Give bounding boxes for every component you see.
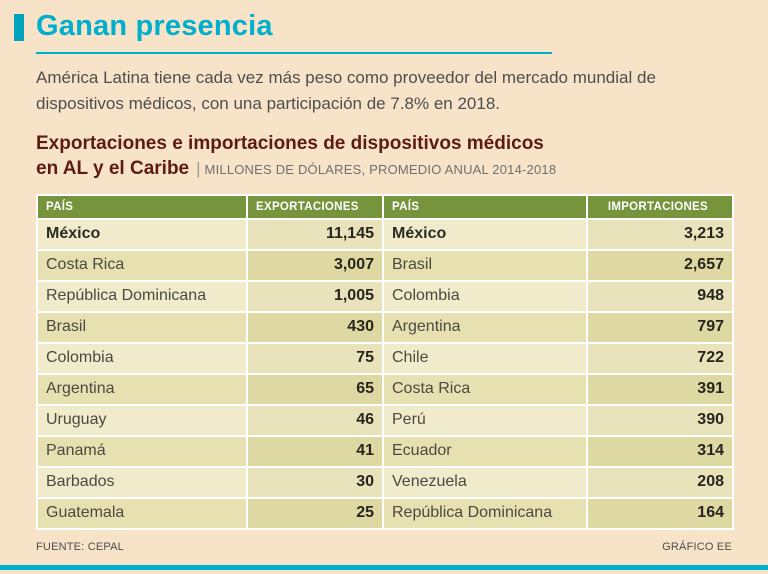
export-country-header: PAÍS xyxy=(36,193,248,220)
export-country-cell: México xyxy=(36,217,248,251)
export-value-cell: 41 xyxy=(246,434,384,468)
import-value-cell: 2,657 xyxy=(586,248,734,282)
import-value-cell: 164 xyxy=(586,496,734,530)
export-value-cell: 11,145 xyxy=(246,217,384,251)
export-value-cell: 65 xyxy=(246,372,384,406)
chart-title: Exportaciones e importaciones de disposi… xyxy=(36,131,732,181)
export-country-cell: Uruguay xyxy=(36,403,248,437)
import-value-cell: 391 xyxy=(586,372,734,406)
import-value-cell: 797 xyxy=(586,310,734,344)
import-country-cell: México xyxy=(382,217,588,251)
import-country-cell: Perú xyxy=(382,403,588,437)
table-header-row: PAÍS EXPORTACIONES PAÍS IMPORTACIONES xyxy=(36,193,734,220)
chart-heading: Exportaciones e importaciones de disposi… xyxy=(36,131,732,181)
footer: FUENTE: CEPAL GRÁFICO EE xyxy=(36,541,732,553)
table-row: Barbados 30 Venezuela 208 xyxy=(36,465,734,499)
import-value-header: IMPORTACIONES xyxy=(586,193,734,220)
import-value-cell: 722 xyxy=(586,341,734,375)
table-row: República Dominicana 1,005 Colombia 948 xyxy=(36,279,734,313)
export-country-cell: República Dominicana xyxy=(36,279,248,313)
export-country-cell: Colombia xyxy=(36,341,248,375)
intro-text: América Latina tiene cada vez más peso c… xyxy=(36,68,656,113)
import-country-cell: Colombia xyxy=(382,279,588,313)
table-row: Panamá 41 Ecuador 314 xyxy=(36,434,734,468)
chart-units-label: MILLONES DE DÓLARES, PROMEDIO ANUAL 2014… xyxy=(204,162,557,178)
import-country-cell: Venezuela xyxy=(382,465,588,499)
table-row: Argentina 65 Costa Rica 391 xyxy=(36,372,734,406)
export-value-cell: 3,007 xyxy=(246,248,384,282)
import-country-cell: Costa Rica xyxy=(382,372,588,406)
import-value-cell: 390 xyxy=(586,403,734,437)
credit-label: GRÁFICO EE xyxy=(662,540,732,553)
source-label: FUENTE: CEPAL xyxy=(36,540,124,553)
chart-title-line1: Exportaciones e importaciones de disposi… xyxy=(36,133,544,155)
export-value-cell: 30 xyxy=(246,465,384,499)
export-country-cell: Barbados xyxy=(36,465,248,499)
masthead: Ganan presencia xyxy=(14,10,732,43)
import-country-header: PAÍS xyxy=(382,193,588,220)
title-underline xyxy=(36,52,552,55)
import-country-cell: Ecuador xyxy=(382,434,588,468)
title-accent-bar xyxy=(14,14,24,41)
import-country-cell: Argentina xyxy=(382,310,588,344)
export-country-cell: Panamá xyxy=(36,434,248,468)
table-row: Uruguay 46 Perú 390 xyxy=(36,403,734,437)
export-value-cell: 1,005 xyxy=(246,279,384,313)
import-value-cell: 208 xyxy=(586,465,734,499)
content-area: Ganan presencia América Latina tiene cad… xyxy=(14,10,734,553)
units-separator: | xyxy=(196,159,201,179)
import-country-cell: República Dominicana xyxy=(382,496,588,530)
export-value-header: EXPORTACIONES xyxy=(246,193,384,220)
export-country-cell: Brasil xyxy=(36,310,248,344)
table-row: Costa Rica 3,007 Brasil 2,657 xyxy=(36,248,734,282)
export-country-cell: Argentina xyxy=(36,372,248,406)
table-row: Colombia 75 Chile 722 xyxy=(36,341,734,375)
export-value-cell: 25 xyxy=(246,496,384,530)
export-value-cell: 75 xyxy=(246,341,384,375)
export-value-cell: 46 xyxy=(246,403,384,437)
chart-title-line2: en AL y el Caribe xyxy=(36,158,190,180)
table-row: Brasil 430 Argentina 797 xyxy=(36,310,734,344)
table-row: México 11,145 México 3,213 xyxy=(36,217,734,251)
import-value-cell: 314 xyxy=(586,434,734,468)
export-country-cell: Costa Rica xyxy=(36,248,248,282)
bottom-accent-bar xyxy=(0,565,768,570)
import-country-cell: Brasil xyxy=(382,248,588,282)
export-value-cell: 430 xyxy=(246,310,384,344)
import-value-cell: 948 xyxy=(586,279,734,313)
page-title: Ganan presencia xyxy=(36,10,273,42)
table-row: Guatemala 25 República Dominicana 164 xyxy=(36,496,734,530)
export-country-cell: Guatemala xyxy=(36,496,248,530)
import-value-cell: 3,213 xyxy=(586,217,734,251)
data-table: PAÍS EXPORTACIONES PAÍS IMPORTACIONES Mé… xyxy=(36,193,734,530)
import-country-cell: Chile xyxy=(382,341,588,375)
